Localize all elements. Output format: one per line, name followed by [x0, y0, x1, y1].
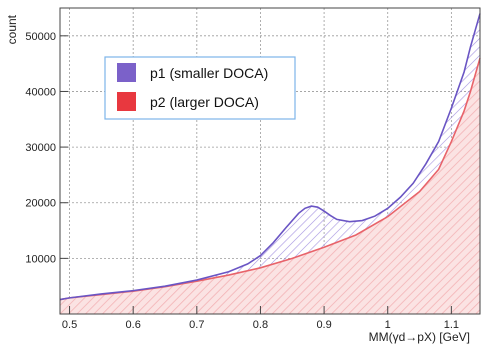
y-tick-label: 10000	[25, 253, 56, 265]
x-tick-label: 1.1	[444, 319, 459, 331]
y-axis: 10000 20000 30000 40000 50000	[25, 31, 68, 265]
x-axis-label: MM(γd→pX) [GeV]	[369, 330, 470, 344]
series-line-p1	[59, 13, 481, 301]
y-tick-label: 30000	[25, 142, 56, 154]
legend: p1 (smaller DOCA) p2 (larger DOCA)	[104, 56, 296, 120]
x-tick-label: 0.6	[126, 319, 141, 331]
x-tick-label: 0.7	[189, 319, 204, 331]
x-tick-label: 1	[385, 319, 391, 331]
y-tick-label: 50000	[25, 31, 56, 43]
plot-frame	[59, 7, 481, 315]
x-tick-label: 0.5	[62, 319, 77, 331]
legend-swatch-p1	[117, 63, 136, 82]
x-axis: 0.5 0.6 0.7 0.8 0.9 1 1.1	[62, 306, 459, 331]
y-axis-label: count	[5, 14, 19, 44]
series-lines	[59, 13, 481, 301]
series-areas	[60, 13, 480, 314]
series-area-p2	[60, 58, 480, 314]
legend-label-p1: p1 (smaller DOCA)	[150, 65, 268, 81]
x-tick-label: 0.8	[253, 319, 268, 331]
x-tick-label: 0.9	[316, 319, 331, 331]
legend-label-p2: p2 (larger DOCA)	[150, 94, 259, 110]
y-tick-label: 20000	[25, 198, 56, 210]
legend-box	[104, 56, 296, 120]
y-tick-label: 40000	[25, 86, 56, 98]
legend-swatch-p2	[117, 92, 136, 111]
